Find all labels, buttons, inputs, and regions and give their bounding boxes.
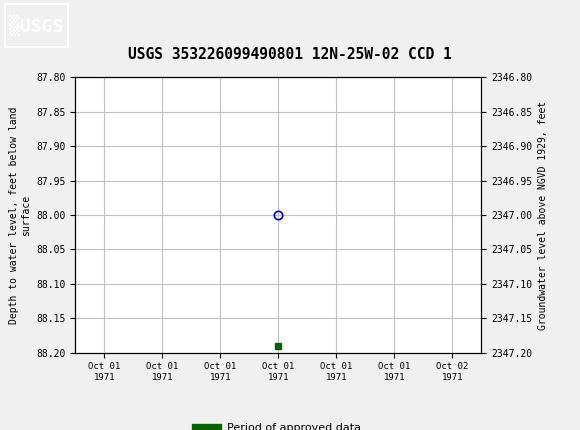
Bar (5, 4, 68, 47)
Y-axis label: Depth to water level, feet below land
surface: Depth to water level, feet below land su… (9, 106, 31, 324)
Text: USGS 353226099490801 12N-25W-02 CCD 1: USGS 353226099490801 12N-25W-02 CCD 1 (128, 47, 452, 62)
Y-axis label: Groundwater level above NGVD 1929, feet: Groundwater level above NGVD 1929, feet (538, 101, 548, 329)
Text: ▒USGS: ▒USGS (9, 15, 63, 37)
Legend: Period of approved data: Period of approved data (191, 419, 365, 430)
